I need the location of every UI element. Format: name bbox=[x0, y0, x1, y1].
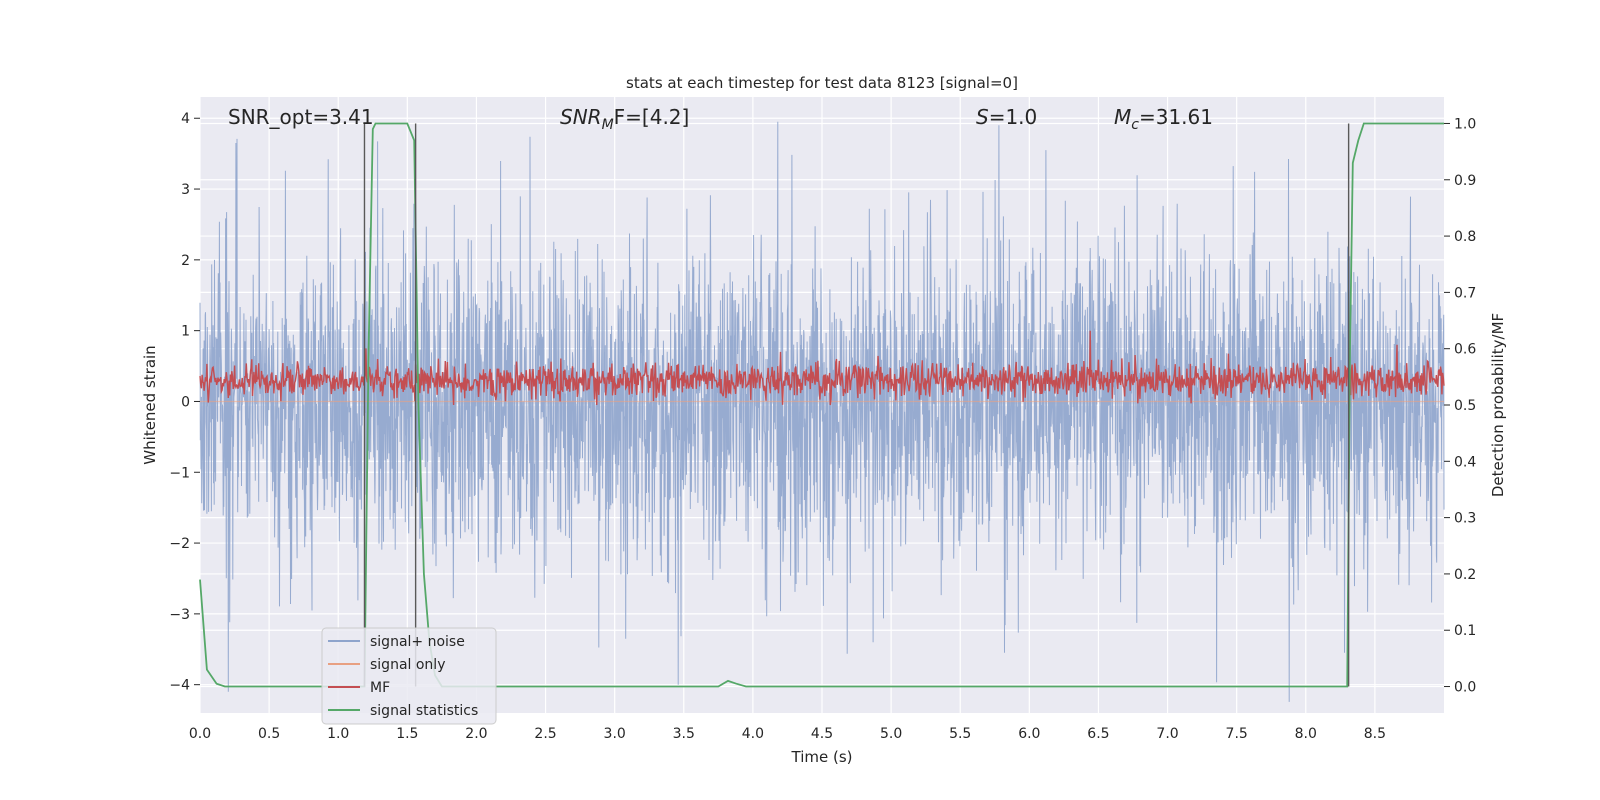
x-tick-label: 5.0 bbox=[880, 726, 902, 742]
x-tick-label: 1.5 bbox=[396, 726, 418, 742]
y-tick-label: −1 bbox=[169, 465, 190, 481]
y2-tick-label: 0.7 bbox=[1454, 285, 1476, 301]
x-tick-label: 5.5 bbox=[949, 726, 971, 742]
mc-rest: =31.61 bbox=[1139, 105, 1213, 129]
y2-tick-label: 0.4 bbox=[1454, 454, 1476, 470]
y2-tick-label: 0.5 bbox=[1454, 398, 1476, 414]
snr-mf-rest: F=[4.2] bbox=[614, 105, 690, 129]
y-tick-label: 1 bbox=[181, 324, 190, 340]
series-signal-noise-line bbox=[199, 121, 1445, 702]
legend: signal+ noise signal only MF signal stat… bbox=[321, 627, 497, 725]
snr-opt-annotation: SNR_opt=3.41 bbox=[228, 105, 374, 129]
x-tick-label: 2.5 bbox=[534, 726, 556, 742]
x-tick-label: 2.0 bbox=[465, 726, 487, 742]
x-tick-label: 0.5 bbox=[258, 726, 280, 742]
mc-base: M bbox=[1114, 105, 1131, 129]
y2-tick-label: 0.3 bbox=[1454, 511, 1476, 527]
snr-mf-base: SNR bbox=[560, 105, 602, 129]
y-tick-label: −4 bbox=[169, 678, 190, 694]
y-axis-label: Whitened strain bbox=[141, 345, 159, 464]
y2-tick-label: 0.8 bbox=[1454, 229, 1476, 245]
s-annotation-rest: =1.0 bbox=[989, 105, 1038, 129]
x-tick-label: 6.5 bbox=[1087, 726, 1109, 742]
y-tick-label: 2 bbox=[181, 253, 190, 269]
x-tick-label: 6.0 bbox=[1018, 726, 1040, 742]
legend-box bbox=[321, 627, 497, 725]
mc-subscript: c bbox=[1131, 117, 1139, 133]
x-tick-label: 7.0 bbox=[1156, 726, 1178, 742]
snr-mf-subscript: M bbox=[602, 117, 614, 133]
y2-axis-label: Detection probability/MF bbox=[1489, 313, 1507, 497]
y2-tick-label: 0.1 bbox=[1454, 623, 1476, 639]
x-axis-label: Time (s) bbox=[791, 748, 853, 766]
s-annotation: S=1.0 bbox=[976, 105, 1037, 129]
y2-tick-label: 0.9 bbox=[1454, 173, 1476, 189]
legend-label-signal-statistics: signal statistics bbox=[370, 703, 478, 719]
y-tick-label: −2 bbox=[169, 536, 190, 552]
y-tick-label: 4 bbox=[181, 111, 190, 127]
y2-tick-label: 0.2 bbox=[1454, 567, 1476, 583]
snr-mf-annotation: SNRMF=[4.2] bbox=[560, 105, 689, 133]
x-tick-label: 3.5 bbox=[673, 726, 695, 742]
legend-label-signal-only: signal only bbox=[370, 657, 445, 673]
y2-tick-label: 1.0 bbox=[1454, 116, 1476, 132]
x-tick-label: 1.0 bbox=[327, 726, 349, 742]
y-tick-label: −3 bbox=[169, 607, 190, 623]
x-tick-label: 3.0 bbox=[604, 726, 626, 742]
y2-tick-label: 0.6 bbox=[1454, 342, 1476, 358]
y-tick-label: 3 bbox=[181, 182, 190, 198]
x-tick-label: 4.0 bbox=[742, 726, 764, 742]
legend-label-signal-noise: signal+ noise bbox=[370, 634, 465, 650]
vlines bbox=[363, 123, 1350, 687]
chart-title: stats at each timestep for test data 812… bbox=[626, 74, 1018, 92]
y2-tick-label: 0.0 bbox=[1454, 680, 1476, 696]
series-mf-line bbox=[199, 330, 1445, 406]
y-tick-label: 0 bbox=[181, 394, 190, 410]
legend-label-mf: MF bbox=[370, 680, 390, 696]
x-tick-label: 8.5 bbox=[1364, 726, 1386, 742]
x-tick-label: 4.5 bbox=[811, 726, 833, 742]
x-tick-label: 0.0 bbox=[189, 726, 211, 742]
s-annotation-base: S bbox=[976, 105, 989, 129]
x-tick-label: 7.5 bbox=[1226, 726, 1248, 742]
x-tick-label: 8.0 bbox=[1295, 726, 1317, 742]
mc-annotation: Mc=31.61 bbox=[1114, 105, 1213, 133]
axes: 0.0 0.5 1.0 1.5 2.0 2.5 3.0 3.5 4.0 4.5 5.0 5.5 6.0 6… bbox=[169, 111, 1476, 742]
